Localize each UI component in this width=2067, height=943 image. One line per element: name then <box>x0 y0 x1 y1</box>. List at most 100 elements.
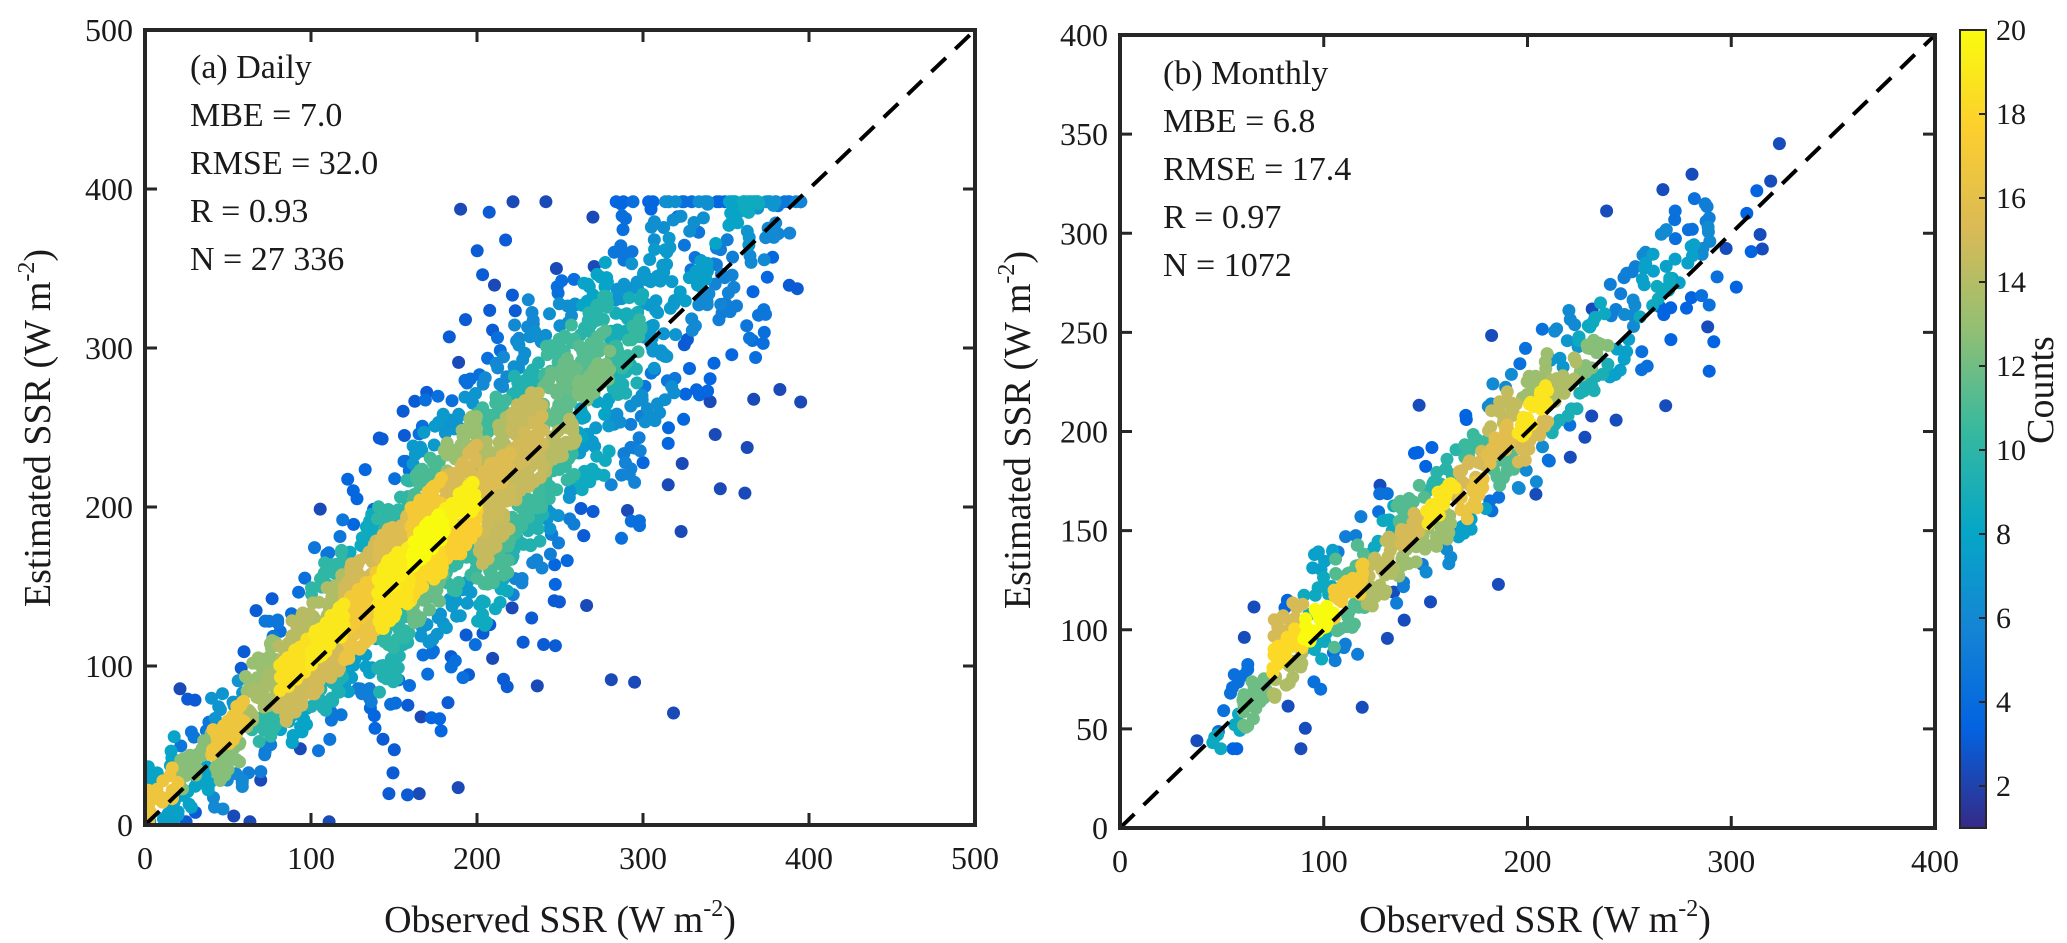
data-point-daily <box>700 264 714 278</box>
data-point-daily <box>227 809 241 823</box>
data-point-daily <box>338 653 351 667</box>
data-point-daily <box>552 297 566 311</box>
data-point-monthly <box>1404 495 1417 509</box>
data-point-daily <box>665 380 679 394</box>
data-point-daily <box>460 596 474 610</box>
data-point-daily <box>403 679 416 692</box>
data-point-daily <box>508 304 522 318</box>
colorbar-tick-label: 16 <box>1996 182 2026 215</box>
data-point-daily <box>712 313 726 327</box>
x-tick-label-monthly: 300 <box>1707 843 1755 879</box>
data-point-daily <box>603 344 617 358</box>
data-point-monthly <box>1687 192 1701 206</box>
data-point-daily <box>468 638 482 652</box>
data-point-daily <box>269 718 283 732</box>
data-point-daily <box>724 206 738 220</box>
data-point-monthly <box>1551 379 1565 393</box>
data-point-daily <box>454 459 468 473</box>
data-point-monthly <box>1772 137 1786 151</box>
data-point-monthly <box>1329 567 1343 580</box>
data-point-daily <box>626 195 640 209</box>
data-point-daily <box>363 691 377 705</box>
data-point-monthly <box>1687 238 1701 252</box>
data-point-daily <box>588 439 602 453</box>
data-point-daily <box>479 435 493 449</box>
data-point-daily <box>482 205 496 219</box>
data-point-daily <box>553 319 567 333</box>
data-point-daily <box>630 376 644 390</box>
data-point-daily <box>326 694 340 708</box>
x-tick-label-monthly: 0 <box>1112 843 1128 879</box>
data-point-daily <box>580 599 594 612</box>
data-point-daily <box>372 500 386 514</box>
data-point-monthly <box>1659 259 1673 273</box>
x-tick-label-daily: 0 <box>137 840 153 876</box>
data-point-monthly <box>1440 486 1453 500</box>
data-point-daily <box>431 389 445 403</box>
data-point-daily <box>423 451 437 465</box>
data-point-daily <box>782 278 796 292</box>
data-point-daily <box>248 685 262 699</box>
data-point-daily <box>426 484 440 498</box>
data-point-daily <box>628 675 642 689</box>
data-point-monthly <box>1518 453 1532 467</box>
data-point-daily <box>506 195 520 209</box>
data-point-monthly <box>1319 609 1333 623</box>
x-axis-label-monthly: Observed SSR (W m-2) <box>1359 896 1711 941</box>
data-point-daily <box>773 383 787 396</box>
data-point-daily <box>347 517 361 531</box>
data-point-daily <box>677 238 691 252</box>
data-point-daily <box>651 397 664 411</box>
data-point-daily <box>476 268 490 282</box>
data-point-daily <box>521 293 535 307</box>
data-point-monthly <box>1533 428 1547 442</box>
data-point-monthly <box>1397 613 1411 627</box>
data-point-daily <box>371 512 384 526</box>
data-point-monthly <box>1609 413 1623 427</box>
data-point-daily <box>334 708 348 722</box>
data-point-daily <box>476 607 489 621</box>
data-point-daily <box>290 653 304 667</box>
data-point-monthly <box>1308 588 1322 602</box>
data-point-daily <box>600 295 614 309</box>
data-point-daily <box>500 584 514 598</box>
data-point-daily <box>562 491 576 504</box>
data-point-monthly <box>1627 319 1640 333</box>
data-point-daily <box>381 532 395 546</box>
data-point-monthly <box>1529 487 1543 501</box>
data-point-monthly <box>1354 510 1368 524</box>
data-point-monthly <box>1681 256 1695 270</box>
data-point-monthly <box>1594 296 1607 310</box>
data-point-daily <box>465 410 479 424</box>
data-point-daily <box>408 394 422 408</box>
data-point-daily <box>434 566 448 579</box>
data-point-daily <box>439 621 453 635</box>
data-point-monthly <box>1454 503 1468 517</box>
data-point-monthly <box>1412 398 1426 412</box>
y-tick-label-monthly: 100 <box>1060 612 1108 648</box>
data-point-monthly <box>1335 595 1349 609</box>
data-point-daily <box>590 449 604 463</box>
y-tick-label-daily: 400 <box>85 171 133 207</box>
stat-mbe-daily: MBE = 7.0 <box>190 97 342 134</box>
data-point-daily <box>743 249 757 263</box>
data-point-daily <box>677 412 691 426</box>
data-point-daily <box>304 700 318 713</box>
data-point-monthly <box>1580 338 1594 352</box>
data-point-monthly <box>1309 604 1323 618</box>
data-point-daily <box>486 651 500 665</box>
data-point-daily <box>174 739 188 753</box>
data-point-daily <box>662 421 675 435</box>
data-point-daily <box>555 449 569 463</box>
data-point-daily <box>548 639 562 653</box>
data-point-monthly <box>1646 264 1660 278</box>
data-point-daily <box>396 404 410 418</box>
data-point-daily <box>516 450 530 464</box>
data-point-daily <box>600 397 614 411</box>
data-point-daily <box>195 749 209 762</box>
data-point-daily <box>638 415 652 429</box>
data-point-daily <box>543 307 556 321</box>
data-point-daily <box>565 309 578 323</box>
panel-monthly: 0 100 200 300 400 0 50 100 150 200 250 300 350 400 (b… <box>994 17 1959 941</box>
data-point-monthly <box>1328 654 1342 668</box>
